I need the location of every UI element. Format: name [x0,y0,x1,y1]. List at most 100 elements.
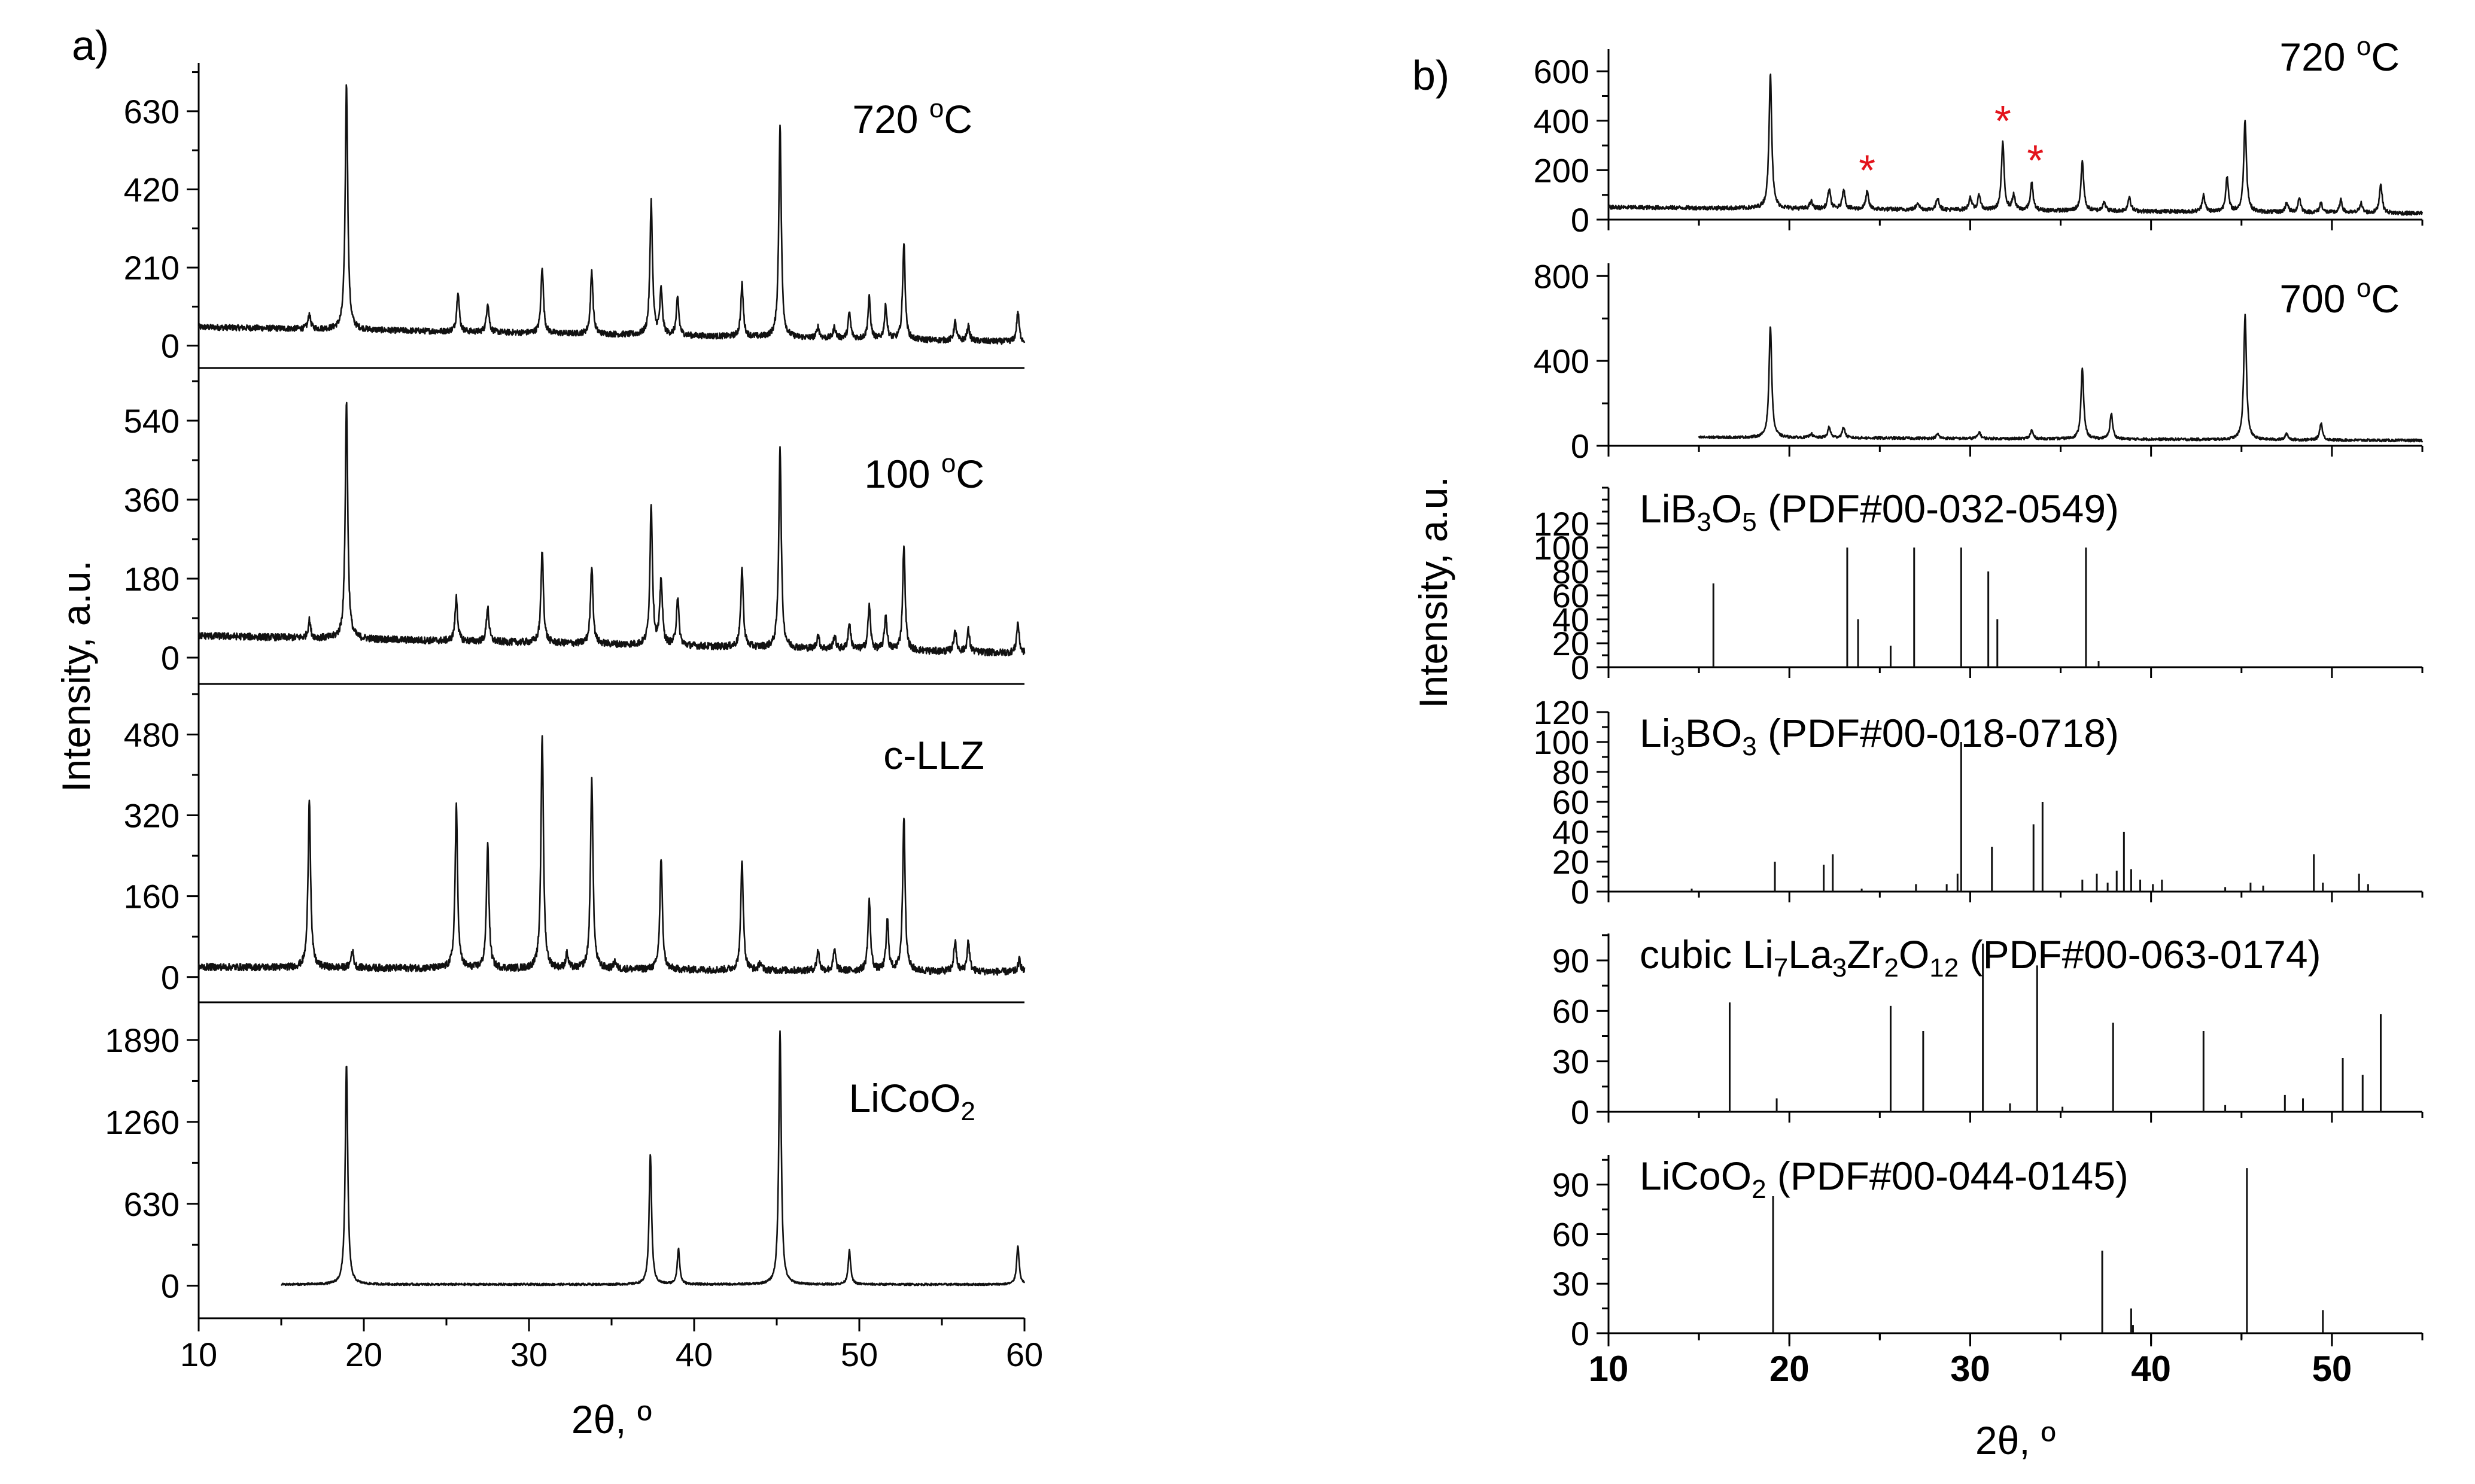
panel-b-sub6-label-part: LiCoO [1640,1154,1752,1198]
panel-b-sub2-trace [1698,314,2424,443]
panel-b-x-tick-label: 50 [2312,1349,2352,1389]
panel-b-sub6-y-tick-label: 60 [1552,1215,1589,1253]
panel-a-x-tick-label: 30 [510,1336,548,1373]
panel-b-sub4-y-tick-label: 0 [1571,873,1589,911]
panel-b-sub5-label-part: Zr [1847,932,1884,977]
panel-a-sub2-y-tick-label: 540 [124,402,180,440]
panel-a-y-axis-label: Intensity, a.u. [54,560,98,792]
panel-b-sub5-y-tick-label: 30 [1552,1043,1589,1081]
panel-a-sub4-trace [280,1030,1026,1287]
panel-a-sub2-label-tail: C [956,452,984,496]
panel-b-sub3-y-tick-label: 60 [1552,577,1589,615]
panel-b-sub5-label-part: cubic Li [1640,932,1774,977]
panel-b-sub1-trace [1607,73,2424,216]
panel-b-sub2-label-main: 700 [2279,276,2356,321]
panel-a-sub2-trace [197,402,1026,656]
panel-b-sub3-y-tick-label: 120 [1534,505,1589,543]
panel-a-x-tick-label: 60 [1006,1336,1043,1373]
panel-a-sub1-group: 0 210 420 630 720 oC [124,63,1026,368]
panel-b-sub6-y-tick-label: 0 [1571,1315,1589,1352]
panel-a-sub1-label-main: 720 [852,97,929,141]
panel-b-sub3-label-part: (PDF#00-032-0549) [1757,486,2119,531]
panel-a-sub2-group: 0 180 360 540 100 oC [124,367,1026,684]
panel-b-sub1-star-marker: * [1994,98,2011,145]
panel-b-sub5-label-part: 2 [1884,953,1898,983]
panel-b-sub5-label-part: O [1899,932,1929,977]
panel-b-sub3-y-tick-label: 0 [1571,649,1589,686]
panel-a-sub1-trace [197,84,1026,345]
panel-a-sub2-series-label: 100 oC [864,449,984,496]
panel-a-x-tick-label: 10 [180,1336,217,1373]
panel-b-sub4-label-part: 3 [1742,732,1756,761]
panel-b-sub5-series-label: cubic Li7La3Zr2O12 (PDF#00-063-0174) [1640,932,2321,983]
panel-a-sub2-y-tick-label: 360 [124,481,180,519]
panel-a-sub4-group: 0 630 1260 1890 LiCoO2 [105,1001,1026,1319]
panel-a-sub2-label-sup: o [941,449,956,478]
panel-a-x-tick-label: 50 [841,1336,878,1373]
panel-b-sub4-y-tick-label: 20 [1552,843,1589,881]
panel-b-sub2-label-tail: C [2371,276,2400,321]
panel-b-sub4-label-part: BO [1685,711,1742,755]
panel-b-sub6-group: 0 30 60 90 LiCoO2 (PDF#00-044-0145) [1552,1154,2424,1352]
panel-b-x-tick-label: 10 [1589,1349,1629,1389]
panel-a-sub4-label-sub: 2 [961,1097,975,1126]
panel-b-sub3-y-tick-label: 100 [1534,529,1589,567]
panel-b-sub3-label-part: 5 [1742,507,1756,537]
panel-b-sub5-label-part: 7 [1774,953,1788,983]
panel-b-sub3-label-part: LiB [1640,486,1696,531]
panel-b-sub5-label-part: La [1788,932,1832,977]
panel-b-sub6-y-tick-label: 90 [1552,1166,1589,1204]
panel-a-sub4-y-tick-label: 1260 [105,1103,180,1141]
panel-b-sub2-label-sup: o [2357,273,2371,303]
panel-b-sub3-y-tick-label: 40 [1552,601,1589,638]
panel-a-sub4-y-tick-label: 630 [124,1185,180,1223]
panel-a-x-tick-label: 20 [345,1336,382,1373]
panel-b-sub1-label-tail: C [2371,35,2400,79]
panel-b-sub5-y-tick-label: 90 [1552,942,1589,980]
panel-a-sub1-y-tick-label: 420 [124,171,180,208]
panel-b-sub4-y-tick-label: 60 [1552,783,1589,821]
panel-a-sub1-y-tick-label: 210 [124,249,180,287]
panel-a-sub1-y-tick-label: 0 [161,327,180,365]
panel-a-x-axis-label: 2θ, º [571,1397,652,1442]
panel-b-sub5-label-part: 12 [1929,953,1959,983]
panel-b-sub2-group: 0 400 800 700 oC [1534,257,2424,465]
panel-b-sub3-label-part: O [1711,486,1742,531]
panel-b-sub3-y-tick-label: 80 [1552,553,1589,591]
panel-b-sub5-y-tick-label: 60 [1552,992,1589,1030]
panel-b-sub3-label-part: 3 [1696,507,1711,537]
panel-a-sub1-series-label: 720 oC [852,94,972,141]
panel-b-sub1-star-marker: * [2027,137,2044,185]
panel-b-sub4-label-part: (PDF#00-018-0718) [1757,711,2119,755]
panel-b-sub1-y-tick-label: 0 [1571,201,1589,239]
panel-a-sub3-y-tick-label: 480 [124,716,180,753]
panel-b-x-tick-label: 20 [1769,1349,1810,1389]
panel-a-sub3-group: 0 160 320 480 c-LLZ [124,683,1026,1002]
panel-b-sub6-label-part: 2 [1752,1175,1766,1204]
panel-b-sub1-label-main: 720 [2279,35,2356,79]
panel-a-sub3-series-label: c-LLZ [883,733,984,777]
panel-b-sub6-label-part: (PDF#00-044-0145) [1766,1154,2129,1198]
panel-b-sub1-y-tick-label: 200 [1534,151,1589,189]
panel-a-sub2-y-tick-label: 180 [124,560,180,598]
panel-b-letter: b) [1412,52,1449,99]
panel-a-x-tick-label: 40 [676,1336,713,1373]
panel-b-sub4-y-tick-label: 40 [1552,813,1589,851]
panel-a-sub3-y-tick-label: 0 [161,959,180,996]
panel-b-y-axis-label: Intensity, a.u. [1411,476,1455,708]
panel-b-sub1-series-label: 720 oC [2279,32,2400,79]
panel-b-sub5-y-tick-label: 0 [1571,1093,1589,1131]
panel-b-sub6-series-label: LiCoO2 (PDF#00-044-0145) [1640,1154,2129,1204]
panel-b-x-tick-label: 30 [1950,1349,1990,1389]
panel-b-sub6-y-tick-label: 30 [1552,1265,1589,1303]
panel-b-sub4-y-tick-label: 100 [1534,723,1589,761]
panel-b-sub1-label-sup: o [2357,32,2371,61]
panel-b-sub2-series-label: 700 oC [2279,273,2400,321]
panel-b-sub4-label-part: 3 [1670,732,1685,761]
panel-b-x-axis-label: 2θ, º [1975,1418,2056,1462]
